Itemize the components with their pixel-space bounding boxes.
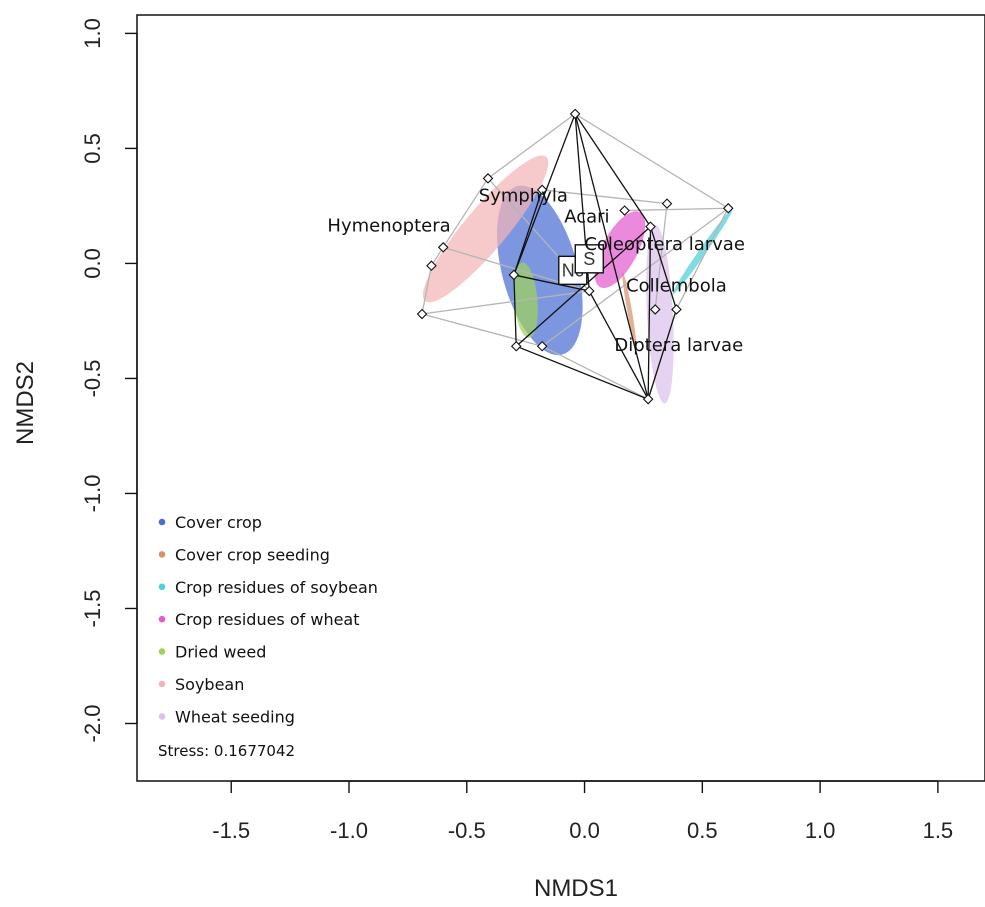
legend-swatch-1 — [158, 551, 166, 558]
legend-swatch-5 — [158, 680, 166, 688]
black-hull-spoke-3 — [513, 189, 543, 276]
site-point-11 — [645, 221, 656, 232]
centroid-box-label-1: S — [583, 249, 595, 269]
y-tick-label-0: -2.0 — [80, 705, 105, 743]
site-point-7 — [510, 340, 522, 352]
species-label-0: Hymenoptera — [327, 216, 450, 237]
x-tick-label-1: -1.0 — [330, 818, 368, 843]
site-point-16 — [642, 393, 654, 405]
legend-swatch-0 — [158, 518, 166, 526]
gray-hull-spoke-3 — [624, 207, 729, 212]
ellipse-1 — [622, 272, 637, 347]
legend: Cover crop Cover crop seeding Crop residue… — [158, 513, 378, 726]
site-point-13 — [722, 202, 734, 214]
y-tick-label-1: -1.5 — [80, 590, 105, 628]
y-tick-label-3: -0.5 — [80, 359, 105, 397]
gray-hull-spoke-6 — [542, 189, 668, 205]
y-tick-label-4: 0.0 — [80, 248, 105, 279]
site-point-10 — [619, 205, 630, 216]
site-point-6 — [508, 269, 520, 281]
ellipse-3 — [594, 211, 646, 288]
legend-label-0: Cover crop — [175, 513, 262, 532]
gray-hull-spoke-4 — [654, 203, 668, 310]
black-hull-spoke-2 — [515, 226, 651, 347]
legend-label-4: Dried weed — [175, 643, 266, 662]
y-axis-title: NMDS2 — [12, 361, 39, 445]
site-point-2 — [536, 184, 548, 196]
centroid-box-1 — [574, 244, 604, 274]
species-label-1: Symphyla — [479, 186, 568, 207]
legend-label-2: Crop residues of soybean — [175, 578, 378, 597]
species-label-2: Acari — [564, 206, 609, 227]
legend-swatch-6 — [158, 713, 166, 720]
site-point-8 — [536, 340, 548, 352]
site-point-5 — [416, 308, 428, 320]
gray-hull-lines — [421, 113, 730, 401]
site-point-12 — [661, 198, 673, 209]
x-tick-label-3: 0.0 — [569, 818, 600, 843]
gray-hull-spoke-5 — [541, 207, 729, 347]
y-tick-label-2: -1.0 — [80, 475, 105, 513]
stress-value: Stress: 0.1677042 — [158, 742, 295, 760]
plot-frame — [136, 14, 985, 782]
gray-hull-outline — [421, 113, 730, 401]
site-point-14 — [671, 304, 682, 315]
legend-swatch-3 — [158, 615, 166, 623]
legend-label-3: Crop residues of wheat — [175, 610, 360, 629]
x-tick-label-5: 1.0 — [805, 818, 836, 843]
site-point-1 — [482, 173, 494, 184]
x-tick-label-4: 0.5 — [687, 818, 718, 843]
species-label-4: Collembola — [626, 275, 727, 296]
site-point-4 — [426, 260, 437, 272]
black-hull-spoke-4 — [513, 274, 590, 292]
x-tick-label-0: -1.5 — [212, 818, 250, 843]
x-axis-title: NMDS1 — [534, 875, 618, 902]
y-tick-label-6: 1.0 — [80, 18, 105, 49]
legend-swatch-4 — [158, 648, 166, 655]
site-point-3 — [437, 242, 449, 253]
site-points — [416, 108, 734, 405]
site-point-0 — [569, 108, 581, 120]
site-point-15 — [649, 304, 661, 315]
x-tick-label-6: 1.5 — [923, 818, 954, 843]
black-hull-spoke-6 — [588, 290, 649, 400]
ellipse-5 — [422, 155, 549, 303]
gray-hull-spoke-2 — [421, 290, 590, 315]
legend-label-6: Wheat seeding — [175, 707, 295, 726]
black-hull-spoke-5 — [647, 226, 652, 400]
black-hull-spoke-1 — [574, 113, 649, 400]
x-tick-label-2: -0.5 — [448, 818, 486, 843]
species-label-5: Diptera larvae — [614, 335, 743, 356]
species-label-3: Coleoptera larvae — [584, 234, 745, 255]
x-axis: -1.5 -1.0 -0.5 0.0 0.5 1.0 1.5 — [212, 780, 954, 843]
centroid-boxes: NcS — [558, 244, 604, 286]
legend-swatch-2 — [158, 583, 166, 591]
legend-label-1: Cover crop seeding — [175, 545, 330, 564]
group-ellipses — [422, 155, 733, 404]
legend-label-5: Soybean — [175, 675, 244, 694]
y-tick-label-5: 0.5 — [80, 133, 105, 164]
ellipse-6 — [646, 224, 674, 404]
site-point-9 — [583, 285, 595, 297]
y-axis: -2.0 -1.5 -1.0 -0.5 0.0 0.5 1.0 — [80, 18, 138, 743]
